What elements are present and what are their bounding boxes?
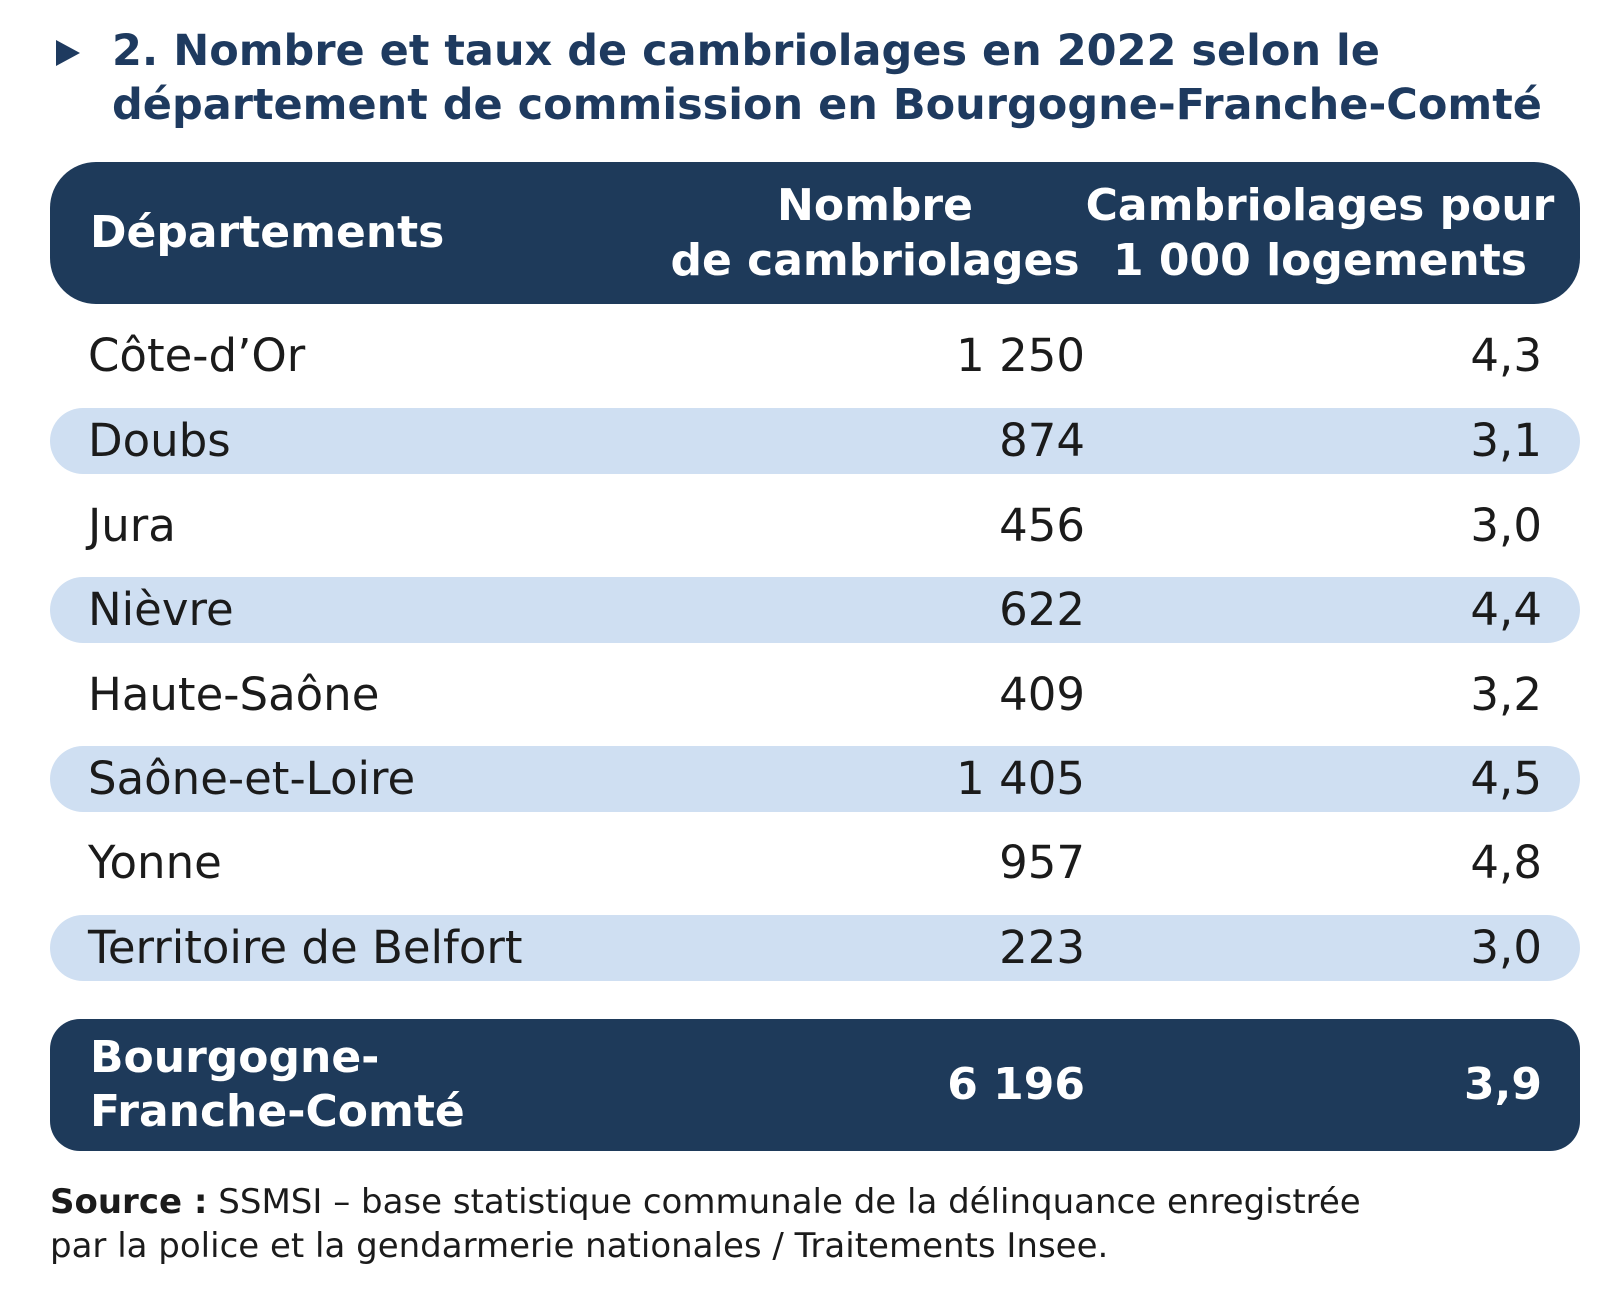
table-row: Haute-Saône 409 3,2 [50,662,1580,728]
header-taux-line-1: Cambriolages pour [1085,180,1555,231]
table-header: Départements Nombre de cambriolages Camb… [50,162,1580,304]
cell-departement: Doubs [88,414,231,467]
header-taux-line-2: 1 000 logements [1113,235,1527,286]
cell-departement: Yonne [88,836,222,889]
table-row: Territoire de Belfort 223 3,0 [50,915,1580,981]
header-departements: Départements [90,207,445,258]
cell-taux: 4,5 [1470,752,1542,805]
cell-nombre: 1 250 [956,329,1085,382]
cell-nombre: 622 [999,583,1085,636]
cell-nombre: 409 [999,668,1085,721]
header-nombre-line-1: Nombre [777,180,973,231]
title-line-1: 2. Nombre et taux de cambriolages en 202… [112,26,1380,76]
cell-nombre: 1 405 [956,752,1085,805]
cell-taux: 3,0 [1470,921,1542,974]
source-label: Source : [50,1182,208,1222]
cell-taux: 3,0 [1470,499,1542,552]
cell-nombre: 223 [999,921,1085,974]
table-title: 2. Nombre et taux de cambriolages en 202… [56,24,1586,132]
source-line-1: Source : SSMSI – base statistique commun… [50,1180,1550,1224]
total-row: Bourgogne- Franche-Comté 6 196 3,9 [50,1019,1580,1151]
cell-departement: Haute-Saône [88,668,380,721]
title-text: 2. Nombre et taux de cambriolages en 202… [112,24,1586,132]
cell-departement: Jura [88,499,176,552]
source-text-1: SSMSI – base statistique communale de la… [207,1182,1361,1222]
cell-nombre: 957 [999,836,1085,889]
source-line-2: par la police et la gendarmerie national… [50,1226,1109,1266]
total-region-line-1: Bourgogne- [90,1032,380,1083]
cell-taux: 4,3 [1470,329,1542,382]
title-line-2: département de commission en Bourgogne-F… [112,80,1542,130]
table-row: Nièvre 622 4,4 [50,577,1580,643]
table-row: Saône-et-Loire 1 405 4,5 [50,746,1580,812]
total-nombre: 6 196 [947,1059,1085,1110]
cell-taux: 3,2 [1470,668,1542,721]
cell-departement: Territoire de Belfort [88,921,523,974]
cell-taux: 4,8 [1470,836,1542,889]
table-row: Yonne 957 4,8 [50,830,1580,896]
cell-taux: 4,4 [1470,583,1542,636]
cell-departement: Nièvre [88,583,234,636]
table-row: Jura 456 3,0 [50,493,1580,559]
header-taux: Cambriolages pour 1 000 logements [1080,178,1560,288]
cell-taux: 3,1 [1470,414,1542,467]
cell-nombre: 456 [999,499,1085,552]
total-region: Bourgogne- Franche-Comté [90,1031,590,1139]
total-region-line-2: Franche-Comté [90,1086,465,1137]
cell-nombre: 874 [999,414,1085,467]
table-row: Côte-d’Or 1 250 4,3 [50,323,1580,389]
cell-departement: Côte-d’Or [88,329,306,382]
triangle-bullet-icon [56,40,80,66]
header-nombre-line-2: de cambriolages [670,235,1080,286]
cell-departement: Saône-et-Loire [88,752,416,805]
total-taux: 3,9 [1464,1059,1542,1110]
header-nombre: Nombre de cambriolages [650,178,1100,288]
source-note: Source : SSMSI – base statistique commun… [50,1180,1550,1268]
table-row: Doubs 874 3,1 [50,408,1580,474]
